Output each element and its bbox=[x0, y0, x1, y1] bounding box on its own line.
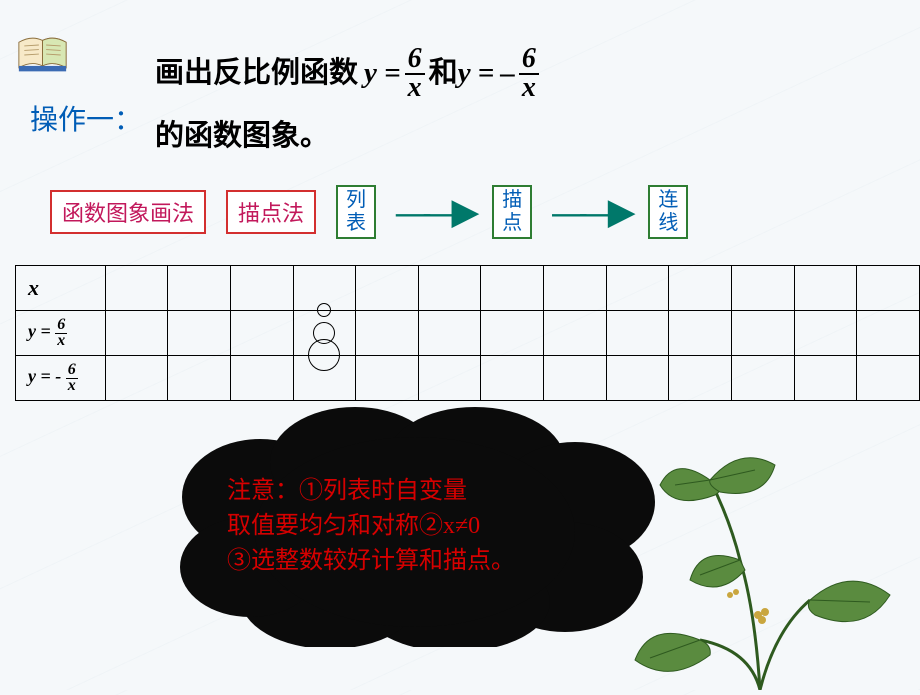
heading-line2: 的函数图象。 bbox=[155, 119, 543, 154]
row1-header: x bbox=[16, 266, 106, 311]
arrow-icon: ——▶ bbox=[396, 192, 472, 232]
eq2-lhs: y = bbox=[458, 56, 495, 91]
method-box-1: 函数图象画法 bbox=[50, 190, 206, 234]
heading-prefix: 画出反比例函数 bbox=[155, 56, 358, 91]
row3-header: y = - 6 x bbox=[16, 356, 106, 401]
heading: 画出反比例函数 y = 6 x 和 y = – 6 x 的函数图象。 bbox=[155, 46, 543, 154]
circle-cell bbox=[293, 266, 356, 311]
data-table: x y = 6 x y = - 6 x bbox=[15, 265, 920, 401]
step-box-1: 列 表 bbox=[336, 185, 376, 239]
table-row: y = 6 x bbox=[16, 311, 920, 356]
plant-decoration bbox=[580, 430, 910, 690]
table-row: x bbox=[16, 266, 920, 311]
step-box-3: 连 线 bbox=[648, 185, 688, 239]
operation-label: 操作一： bbox=[30, 98, 142, 138]
table-row: y = - 6 x bbox=[16, 356, 920, 401]
eq1-frac: 6 x bbox=[405, 46, 425, 101]
eq1-lhs: y = bbox=[364, 56, 401, 91]
circle-cell bbox=[293, 311, 356, 356]
method-box-2: 描点法 bbox=[226, 190, 316, 234]
heading-mid: 和 bbox=[429, 56, 458, 91]
book-icon bbox=[15, 35, 70, 75]
cloud-note: 注意：①列表时自变量 取值要均匀和对称②x≠0 ③选整数较好计算和描点。 bbox=[227, 474, 607, 578]
method-row: 函数图象画法 描点法 列 表 ——▶ 描 点 ——▶ 连 线 bbox=[50, 185, 688, 239]
eq2-neg: – bbox=[500, 56, 515, 91]
step-box-2: 描 点 bbox=[492, 185, 532, 239]
eq2-frac: 6 x bbox=[519, 46, 539, 101]
row2-header: y = 6 x bbox=[16, 311, 106, 356]
arrow-icon: ——▶ bbox=[552, 192, 628, 232]
